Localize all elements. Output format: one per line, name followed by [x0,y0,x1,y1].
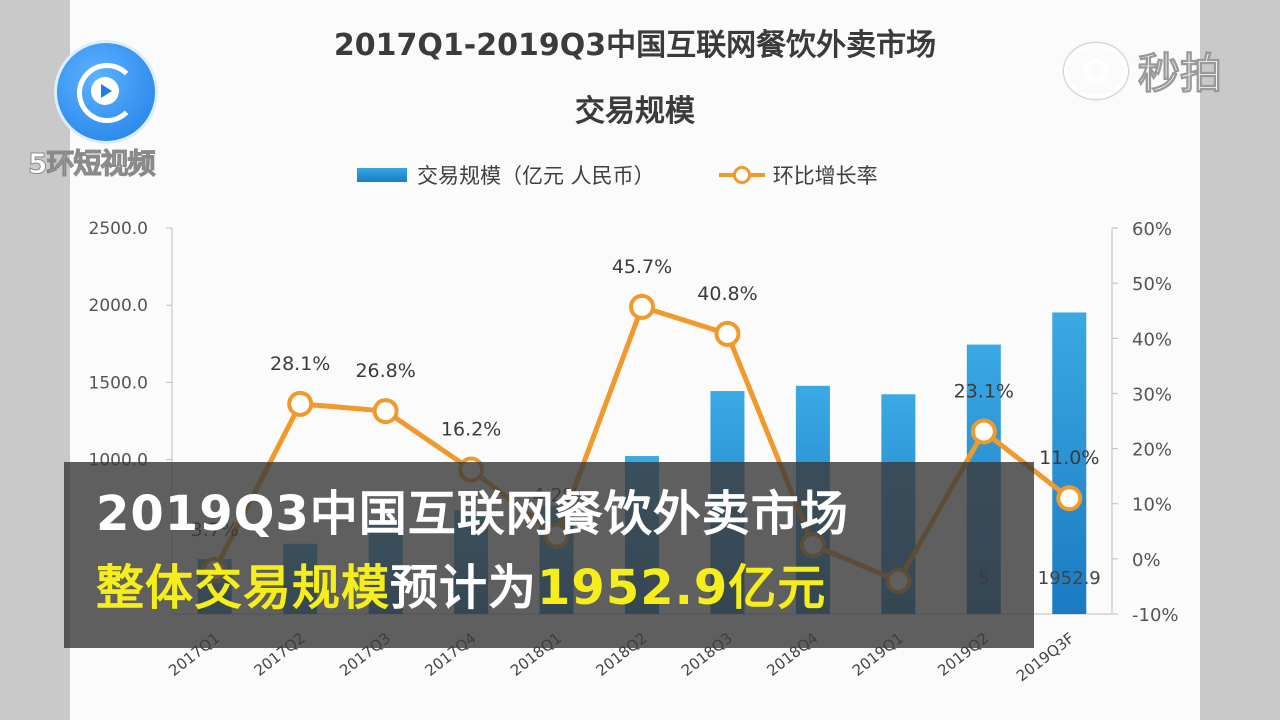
channel-logo-text: 5环短视频 [27,147,155,181]
caption-line-1: 2019Q3中国互联网餐饮外卖市场 [96,486,849,542]
weibo-watermark-text: 秒拍 [1137,49,1223,99]
growth-rate-label: 28.1% [270,353,330,375]
growth-rate-label: 16.2% [441,419,501,441]
play-icon [91,77,119,105]
right-axis-tick-label: 60% [1132,219,1172,240]
legend-line-swatch [718,165,765,185]
right-axis-tick-label: 50% [1132,274,1172,295]
right-axis-tick-label: 10% [1132,495,1172,516]
growth-rate-label: 26.8% [355,360,415,382]
caption-connector: 预计为 [390,560,538,616]
growth-rate-point-2017Q3 [372,398,399,425]
weibo-eye-icon [1064,42,1128,99]
left-axis-tick-label: 2500.0 [89,219,148,239]
caption-overlay [64,462,1034,648]
left-axis-tick-label: 2000.0 [89,296,148,316]
growth-rate-label: 11.0% [1039,447,1099,469]
logo-ring [77,63,137,123]
growth-rate-point-2018Q3 [714,320,741,347]
right-axis-tick-label: 30% [1132,384,1172,405]
legend-bar-label: 交易规模（亿元 人民币） [417,164,655,188]
growth-rate-label: 23.1% [954,380,1014,402]
chart-legend: 交易规模（亿元 人民币） 环比增长率 [357,160,942,190]
caption-highlight-value: 1952.9亿元 [537,560,827,616]
weibo-watermark: 秒拍 [1064,40,1223,101]
growth-rate-label: 45.7% [612,256,672,278]
channel-logo-icon [54,40,158,144]
right-axis-tick-label: -10% [1132,605,1179,626]
legend-bar-swatch [357,168,407,182]
left-axis-tick-label: 1500.0 [89,373,148,393]
right-axis-tick-label: 40% [1132,329,1172,350]
left-background-band [0,0,70,720]
right-axis-tick-label: 20% [1132,440,1172,461]
right-background-band [1200,0,1280,720]
growth-rate-point-2019Q3F [1056,485,1083,512]
caption-line-2: 整体交易规模预计为1952.9亿元 [96,558,826,618]
growth-rate-point-2019Q2 [970,418,997,445]
caption-highlight-subject: 整体交易规模 [96,560,391,616]
growth-rate-point-2018Q2 [629,293,655,320]
bar-2019Q3F [1052,312,1087,614]
chart-title-line-1: 2017Q1-2019Q3中国互联网餐饮外卖市场 [333,28,937,63]
growth-rate-point-2017Q2 [287,390,314,417]
growth-rate-label: 40.8% [697,283,757,305]
legend-line-label: 环比增长率 [772,164,878,188]
bar-value-label: 1952.9 [1038,568,1101,589]
right-axis-tick-label: 0% [1132,550,1161,571]
chart-title-line-2: 交易规模 [575,94,695,129]
